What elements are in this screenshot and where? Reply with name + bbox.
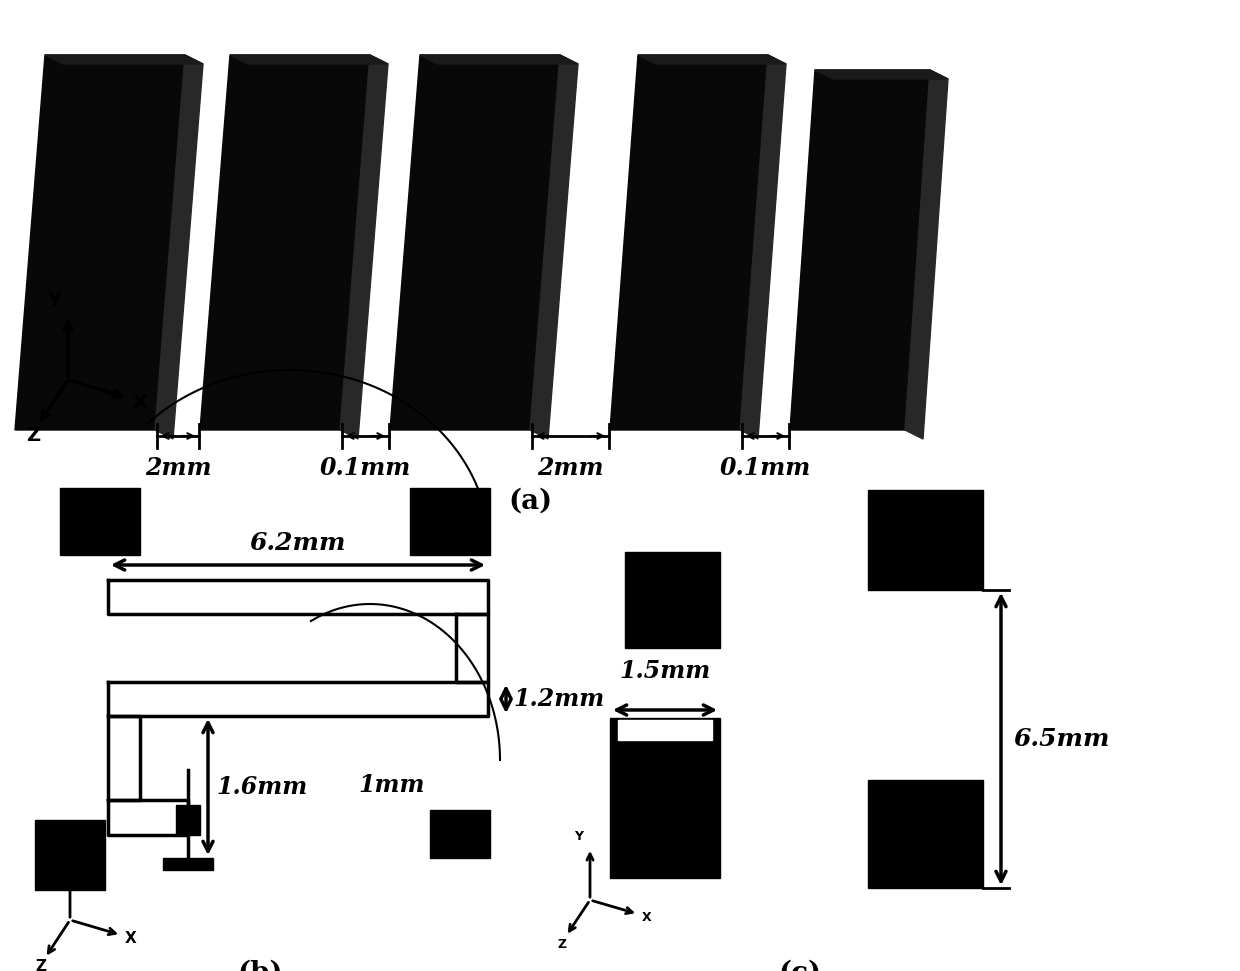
Text: 1mm: 1mm [358,773,425,797]
Polygon shape [176,805,200,835]
Text: 2mm: 2mm [537,456,604,480]
Polygon shape [618,720,712,740]
Polygon shape [162,858,213,870]
Text: Z: Z [558,937,567,951]
Polygon shape [639,55,786,64]
Polygon shape [35,820,105,890]
Text: Y: Y [47,291,61,310]
Polygon shape [529,55,578,439]
Text: Y: Y [574,830,584,843]
Text: Y: Y [53,845,64,860]
Text: 1.6mm: 1.6mm [216,775,308,799]
Text: X: X [125,930,136,946]
Polygon shape [868,780,983,888]
Text: (b): (b) [237,960,283,971]
Polygon shape [610,718,720,878]
Polygon shape [430,810,490,858]
Text: 0.1mm: 0.1mm [320,456,412,480]
Text: Z: Z [36,958,47,971]
Polygon shape [420,55,578,64]
Text: X: X [642,911,652,923]
Polygon shape [610,55,768,430]
Polygon shape [410,488,490,555]
Text: 1.5mm: 1.5mm [619,659,711,683]
Text: 2mm: 2mm [145,456,211,480]
Polygon shape [905,70,949,439]
Polygon shape [229,55,388,64]
Polygon shape [391,55,560,430]
Polygon shape [60,488,140,555]
Polygon shape [155,55,203,439]
Text: (c): (c) [779,960,821,971]
Polygon shape [740,55,786,439]
Polygon shape [815,70,949,79]
Polygon shape [868,490,983,590]
Polygon shape [625,552,720,648]
Text: 0.1mm: 0.1mm [720,456,811,480]
Text: X: X [133,392,148,412]
Text: (a): (a) [508,488,552,515]
Text: Z: Z [26,425,40,445]
Polygon shape [45,55,203,64]
Polygon shape [15,55,185,430]
Polygon shape [790,70,930,430]
Polygon shape [340,55,388,439]
Polygon shape [200,55,370,430]
Text: 6.5mm: 6.5mm [1013,727,1110,751]
Text: 6.2mm: 6.2mm [249,531,346,555]
Text: 1.2mm: 1.2mm [513,687,604,711]
